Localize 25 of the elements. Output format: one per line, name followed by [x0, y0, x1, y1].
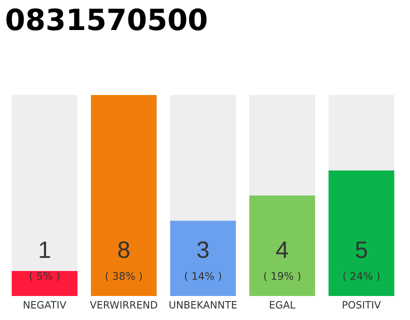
annotation: ( 24% ) — [343, 272, 380, 282]
x-tick-label: POSITIV — [342, 301, 381, 309]
bar — [12, 270, 78, 296]
data-label: 1 — [40, 242, 50, 258]
bar — [249, 95, 316, 196]
chart-title: 0831570500 — [6, 8, 207, 30]
bar — [170, 95, 236, 221]
data-label: 5 — [356, 242, 367, 258]
x-tick-label: UNBEKANNTE — [170, 301, 237, 309]
annotation: ( 14% ) — [184, 272, 222, 282]
data-label: 3 — [197, 241, 209, 258]
annotation: ( 5% ) — [30, 272, 60, 282]
x-tick-label: VERWIRREND — [90, 301, 158, 308]
bar — [249, 196, 316, 296]
data-label: 8 — [118, 241, 130, 258]
bar — [328, 170, 394, 296]
annotation: ( 38% ) — [106, 272, 142, 282]
bar — [90, 95, 157, 296]
data-label: 4 — [276, 242, 288, 258]
bar — [328, 95, 394, 170]
bar — [12, 95, 78, 271]
x-tick-label: NEGATIV — [24, 301, 66, 309]
bar — [170, 220, 236, 296]
annotation: ( 19% ) — [264, 272, 300, 282]
x-tick-label: EGAL — [270, 301, 296, 309]
